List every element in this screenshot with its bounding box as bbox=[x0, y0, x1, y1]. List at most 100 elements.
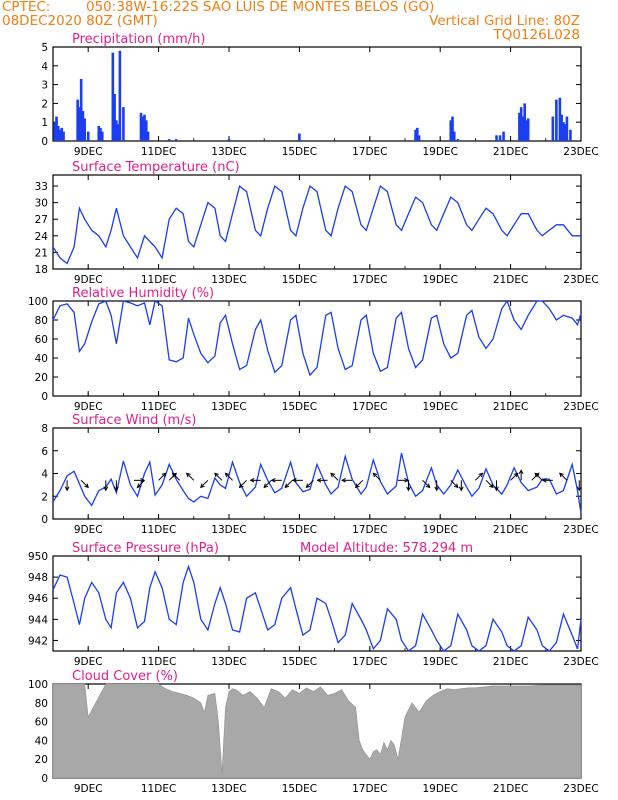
y-tick-label: 6 bbox=[41, 446, 48, 458]
wind-arrow-shaft bbox=[214, 472, 223, 481]
x-tick-label: 23DEC bbox=[563, 656, 598, 668]
precip-bar bbox=[83, 118, 86, 141]
wind-arrow bbox=[133, 477, 146, 483]
wind-arrow bbox=[214, 472, 223, 481]
x-tick-label: 23DEC bbox=[563, 524, 598, 536]
precip-bar bbox=[56, 125, 60, 141]
y-tick-label: 0 bbox=[41, 391, 48, 403]
wind-arrow-head bbox=[518, 469, 524, 475]
wind-arrow bbox=[113, 480, 119, 492]
series-line bbox=[52, 184, 581, 265]
panel-frame bbox=[52, 300, 582, 397]
wind-arrow bbox=[238, 479, 247, 489]
wind-arrow bbox=[354, 479, 364, 489]
x-tick-label: 11DEC bbox=[141, 274, 176, 286]
precip-bar bbox=[558, 97, 562, 141]
precip-bar bbox=[76, 99, 79, 141]
x-tick-label: 9DEC bbox=[74, 783, 103, 795]
precip-bar bbox=[62, 131, 65, 141]
wind-arrow bbox=[200, 479, 209, 489]
y-tick-label: 100 bbox=[28, 679, 48, 691]
y-tick-label: 18 bbox=[35, 264, 48, 276]
wind-arrow-shaft bbox=[263, 479, 272, 488]
wind-arrow-head bbox=[270, 477, 276, 483]
wind-arrow bbox=[103, 480, 109, 492]
wind-arrow-shaft bbox=[450, 479, 459, 488]
precip-bar bbox=[526, 118, 530, 141]
y-tick-label: 0 bbox=[41, 773, 48, 785]
wind-arrow bbox=[434, 480, 440, 492]
wind-arrow-head bbox=[425, 483, 431, 489]
header-source: CPTEC: bbox=[2, 0, 51, 15]
wind-arrow-shaft bbox=[239, 479, 247, 488]
wind-arrow-head bbox=[113, 486, 119, 492]
wind-arrow-shaft bbox=[422, 479, 431, 488]
wind-arrow-shaft bbox=[137, 479, 145, 488]
wind-arrow-head bbox=[263, 483, 269, 489]
header-location: 050:38W-16:22S SAO LUIS DE MONTES BELOS … bbox=[86, 0, 435, 15]
wind-arrow-shaft bbox=[510, 472, 519, 481]
wind-arrow-head bbox=[541, 477, 547, 483]
y-tick-label: 33 bbox=[35, 181, 48, 193]
x-tick-label: 21DEC bbox=[493, 146, 528, 158]
wind-arrow-shaft bbox=[186, 472, 195, 481]
precip-bar bbox=[115, 120, 118, 141]
x-tick-label: 21DEC bbox=[493, 524, 528, 536]
panel-frame bbox=[52, 46, 582, 142]
wind-arrow-head bbox=[200, 483, 205, 489]
precip-bar bbox=[502, 131, 505, 141]
wind-arrow-shaft bbox=[330, 472, 339, 481]
wind-arrow-head bbox=[489, 483, 494, 489]
x-tick-label: 21DEC bbox=[493, 783, 528, 795]
precip-bar bbox=[55, 116, 58, 141]
wind-arrow bbox=[158, 472, 167, 481]
wind-arrow bbox=[316, 477, 328, 483]
wind-arrow bbox=[372, 472, 381, 481]
wind-arrow-head bbox=[494, 486, 499, 492]
header-date: 08DEC2020 80Z (GMT) bbox=[2, 13, 158, 29]
wind-arrow-head bbox=[559, 472, 564, 478]
wind-arrow-head bbox=[576, 486, 582, 492]
precip-bar bbox=[452, 131, 456, 141]
precip-bar bbox=[143, 114, 146, 141]
precip-bar bbox=[79, 78, 83, 141]
series-line bbox=[52, 299, 582, 377]
wind-arrow-shaft bbox=[534, 472, 543, 481]
panel-rh bbox=[52, 299, 582, 397]
x-tick-label: 23DEC bbox=[563, 274, 598, 286]
wind-arrow bbox=[534, 472, 543, 481]
x-tick-label: 9DEC bbox=[74, 524, 103, 536]
panel-title: Surface Temperature (nC) bbox=[72, 160, 240, 175]
wind-arrow-head bbox=[354, 483, 360, 489]
y-tick-label: 24 bbox=[35, 231, 49, 243]
y-tick-label: 20 bbox=[35, 372, 48, 384]
wind-arrow-head bbox=[406, 486, 411, 492]
precip-bar bbox=[58, 129, 62, 141]
wind-arrow-shaft bbox=[158, 472, 167, 481]
x-tick-label: 19DEC bbox=[422, 783, 457, 795]
wind-arrow-head bbox=[238, 483, 244, 489]
precip-bar bbox=[416, 127, 419, 141]
x-tick-label: 17DEC bbox=[352, 274, 387, 286]
x-tick-label: 17DEC bbox=[352, 656, 387, 668]
precip-bar bbox=[60, 127, 64, 141]
wind-arrow bbox=[330, 472, 339, 481]
precip-bar bbox=[139, 112, 143, 141]
y-tick-label: 4 bbox=[41, 61, 48, 73]
x-tick-label: 13DEC bbox=[211, 146, 246, 158]
wind-arrow-head bbox=[534, 472, 540, 478]
panel-frame bbox=[52, 174, 582, 270]
wind-arrow-head bbox=[224, 472, 230, 478]
x-tick-label: 9DEC bbox=[74, 146, 103, 158]
wind-arrow bbox=[270, 477, 282, 483]
wind-arrow bbox=[305, 479, 314, 489]
precip-bar bbox=[523, 103, 526, 141]
precip-bar bbox=[414, 129, 417, 141]
panel-title: Relative Humidity (%) bbox=[72, 286, 214, 301]
precip-bar bbox=[449, 120, 453, 141]
panel-title: Surface Wind (m/s) bbox=[72, 413, 196, 428]
y-tick-label: 0 bbox=[41, 136, 48, 148]
cloud-cover-area bbox=[52, 683, 582, 779]
wind-arrow-shaft bbox=[80, 479, 89, 488]
wind-arrow-head bbox=[171, 472, 177, 478]
